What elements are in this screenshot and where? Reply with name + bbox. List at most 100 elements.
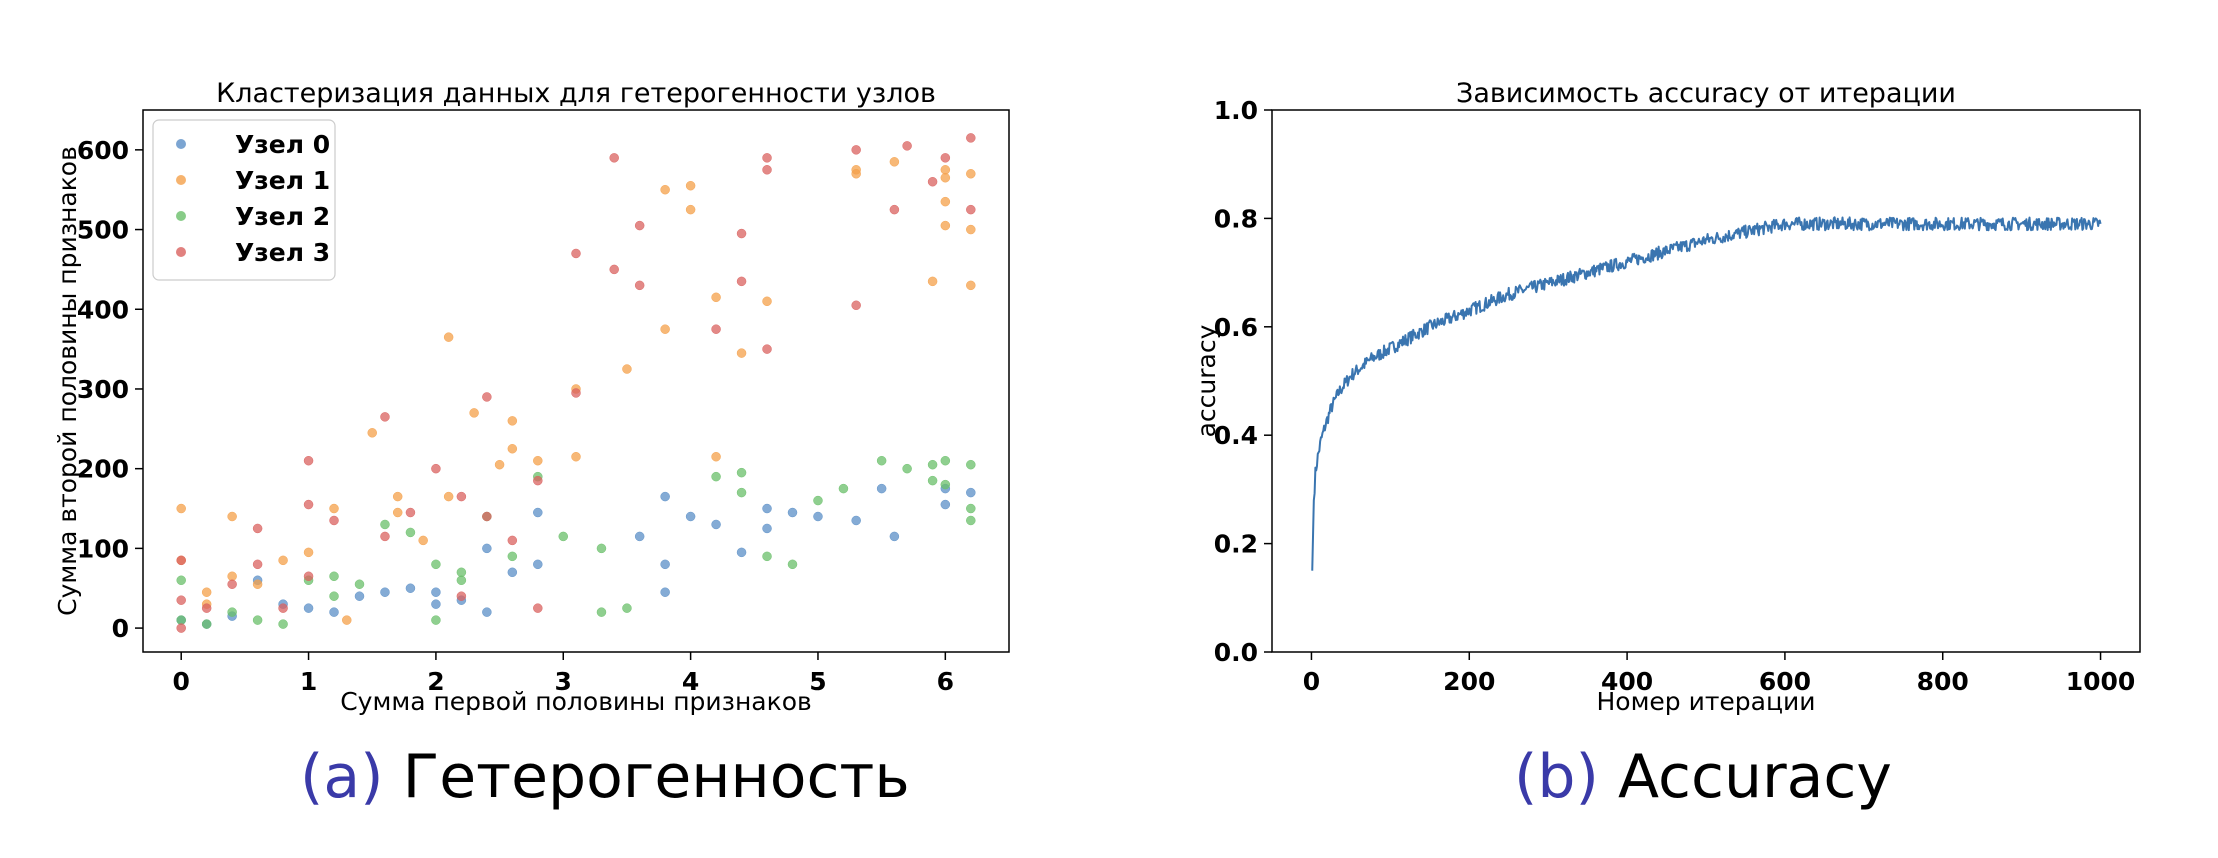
data-point-series-2 xyxy=(329,591,339,601)
accuracy-series-line xyxy=(1311,216,2102,571)
data-point-series-0 xyxy=(813,511,823,522)
data-point-series-0 xyxy=(405,583,416,593)
data-point-series-3 xyxy=(380,531,390,542)
data-point-series-3 xyxy=(456,491,467,502)
x-tick-label: 0 xyxy=(1303,667,1320,696)
data-point-series-1 xyxy=(966,224,976,235)
data-point-series-2 xyxy=(622,603,632,613)
data-point-series-3 xyxy=(482,511,492,522)
data-point-series-1 xyxy=(533,455,543,466)
data-point-series-3 xyxy=(252,523,263,534)
data-point-series-2 xyxy=(711,471,721,482)
data-point-series-1 xyxy=(927,276,938,287)
legend-marker xyxy=(176,139,186,149)
data-point-series-1 xyxy=(685,180,696,191)
plot-frame xyxy=(142,109,1010,653)
data-point-series-2 xyxy=(940,479,951,490)
legend-marker xyxy=(176,211,186,221)
data-point-series-3 xyxy=(533,475,543,486)
data-point-series-3 xyxy=(571,388,581,398)
data-point-series-2 xyxy=(252,615,263,625)
x-tick-label: 600 xyxy=(1759,667,1811,696)
data-point-series-0 xyxy=(354,591,365,601)
data-point-series-0 xyxy=(482,543,492,554)
x-axis-label: Номер итерации xyxy=(1596,687,1815,716)
data-point-series-1 xyxy=(367,428,377,438)
data-point-series-2 xyxy=(176,575,186,586)
data-point-series-2 xyxy=(838,483,849,494)
data-point-series-0 xyxy=(889,531,900,542)
data-point-series-3 xyxy=(482,392,492,402)
data-point-series-0 xyxy=(507,567,518,578)
y-tick-label: 300 xyxy=(77,375,129,404)
data-point-series-3 xyxy=(303,455,314,466)
data-point-series-2 xyxy=(201,619,212,629)
legend-marker xyxy=(176,247,186,257)
data-point-series-1 xyxy=(201,587,212,597)
data-point-series-2 xyxy=(558,531,569,542)
data-point-series-0 xyxy=(634,531,645,542)
data-point-series-3 xyxy=(889,204,900,215)
data-point-series-1 xyxy=(507,444,518,454)
data-point-series-0 xyxy=(736,547,747,558)
x-tick-label: 6 xyxy=(937,667,954,696)
data-point-series-2 xyxy=(966,503,976,514)
y-tick-label: 0.4 xyxy=(1214,421,1258,450)
data-point-series-0 xyxy=(482,607,492,617)
data-point-series-1 xyxy=(940,220,951,231)
data-point-series-0 xyxy=(876,483,887,494)
data-point-series-2 xyxy=(736,467,747,478)
data-point-series-0 xyxy=(762,503,772,514)
data-point-series-3 xyxy=(303,571,314,582)
data-point-series-0 xyxy=(787,507,798,518)
data-point-series-1 xyxy=(966,280,976,291)
data-point-series-0 xyxy=(660,587,670,597)
data-point-series-2 xyxy=(787,559,798,570)
data-point-series-3 xyxy=(927,176,938,187)
data-point-series-1 xyxy=(889,157,900,167)
data-point-series-0 xyxy=(762,523,772,534)
x-tick-label: 1000 xyxy=(2066,667,2136,696)
data-point-series-1 xyxy=(329,503,339,514)
x-tick-label: 3 xyxy=(555,667,572,696)
data-point-series-1 xyxy=(736,348,747,358)
legend: Узел 0 Узел 1 Узел 2 Узел 3 xyxy=(152,119,336,281)
data-point-series-1 xyxy=(940,173,951,183)
data-point-series-2 xyxy=(456,575,467,586)
data-point-series-3 xyxy=(634,220,645,231)
data-point-series-1 xyxy=(469,408,479,418)
data-point-series-2 xyxy=(176,615,186,625)
y-tick-label: 0.8 xyxy=(1214,204,1258,233)
data-point-series-0 xyxy=(660,559,670,570)
data-point-series-3 xyxy=(609,264,619,275)
scatter-chart: Кластеризация данных для гетерогенности … xyxy=(53,78,1010,716)
chart-title: Зависимость accuracy от итерации xyxy=(1456,78,1956,109)
y-axis-label: Сумма второй половины признаков xyxy=(53,146,82,616)
data-point-series-1 xyxy=(227,511,237,522)
data-point-series-0 xyxy=(303,603,314,613)
data-point-series-2 xyxy=(456,567,467,578)
data-point-series-0 xyxy=(851,515,861,526)
data-point-series-3 xyxy=(329,515,339,526)
data-point-series-1 xyxy=(762,296,772,307)
data-point-series-3 xyxy=(609,153,619,163)
legend-box xyxy=(152,119,336,281)
data-point-series-2 xyxy=(596,607,607,617)
data-point-series-3 xyxy=(762,165,772,175)
data-point-series-2 xyxy=(431,559,441,570)
data-point-series-3 xyxy=(711,324,721,334)
data-point-series-1 xyxy=(342,615,352,625)
data-point-series-1 xyxy=(176,503,186,514)
data-point-series-2 xyxy=(927,459,938,470)
data-point-series-0 xyxy=(685,511,696,522)
x-tick-label: 1 xyxy=(300,667,317,696)
data-point-series-2 xyxy=(227,607,237,617)
data-point-series-3 xyxy=(380,412,390,422)
x-tick-label: 4 xyxy=(682,667,699,696)
data-point-series-1 xyxy=(443,491,454,502)
y-tick-label: 500 xyxy=(77,216,129,245)
data-point-series-1 xyxy=(392,507,403,518)
data-point-series-2 xyxy=(736,487,747,498)
y-tick-label: 0.0 xyxy=(1214,638,1258,667)
data-point-series-2 xyxy=(329,571,339,582)
